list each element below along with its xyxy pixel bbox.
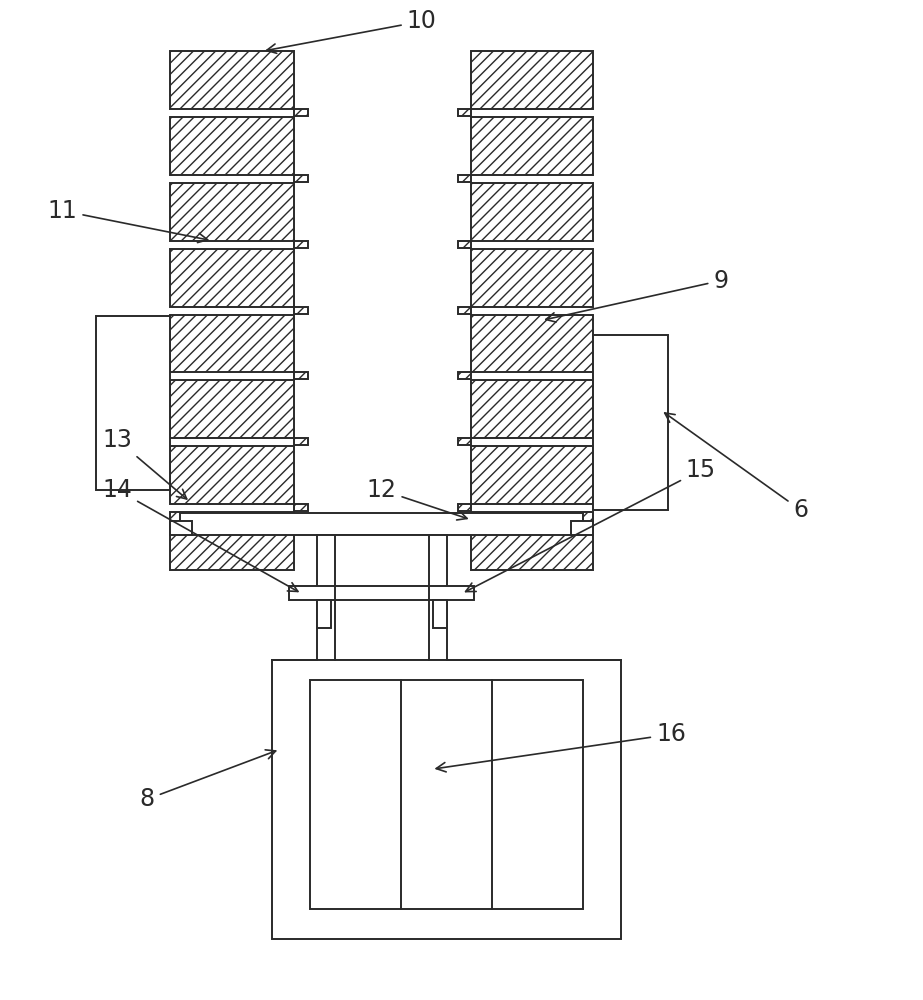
Bar	[171, 249, 294, 307]
Text: 9: 9	[545, 269, 728, 322]
Text: 8: 8	[139, 750, 276, 811]
Bar	[272, 660, 621, 939]
Bar	[458, 372, 472, 379]
Bar	[289, 586, 474, 600]
Bar	[171, 51, 294, 109]
Bar	[294, 175, 308, 182]
Text: 10: 10	[267, 9, 437, 53]
Bar	[294, 438, 308, 445]
Bar	[458, 109, 472, 116]
Bar	[458, 307, 472, 314]
Text: 16: 16	[437, 722, 686, 772]
Bar	[310, 680, 583, 909]
Bar	[171, 521, 192, 535]
Bar	[171, 183, 294, 241]
Bar	[458, 504, 472, 511]
Text: 12: 12	[366, 478, 467, 520]
Bar	[433, 600, 447, 628]
Bar	[458, 438, 472, 445]
Bar	[472, 315, 593, 372]
Bar	[593, 335, 668, 510]
Bar	[171, 380, 294, 438]
Bar	[472, 117, 593, 175]
Bar	[458, 175, 472, 182]
Bar	[95, 316, 171, 490]
Bar	[472, 51, 593, 109]
Bar	[171, 512, 294, 570]
Bar	[472, 446, 593, 504]
Bar	[180, 513, 583, 535]
Text: 15: 15	[465, 458, 716, 592]
Bar	[317, 535, 447, 660]
Bar	[171, 315, 294, 372]
Text: 13: 13	[102, 428, 186, 499]
Bar	[472, 512, 593, 570]
Bar	[294, 307, 308, 314]
Bar	[294, 109, 308, 116]
Bar	[171, 446, 294, 504]
Text: 11: 11	[48, 199, 208, 243]
Bar	[294, 504, 308, 511]
Bar	[317, 600, 330, 628]
Bar	[571, 521, 593, 535]
Bar	[472, 249, 593, 307]
Bar	[458, 241, 472, 248]
Bar	[472, 380, 593, 438]
Text: 14: 14	[102, 478, 298, 591]
Bar	[294, 241, 308, 248]
Text: 6: 6	[665, 413, 808, 522]
Bar	[294, 372, 308, 379]
Bar	[171, 117, 294, 175]
Bar	[472, 183, 593, 241]
